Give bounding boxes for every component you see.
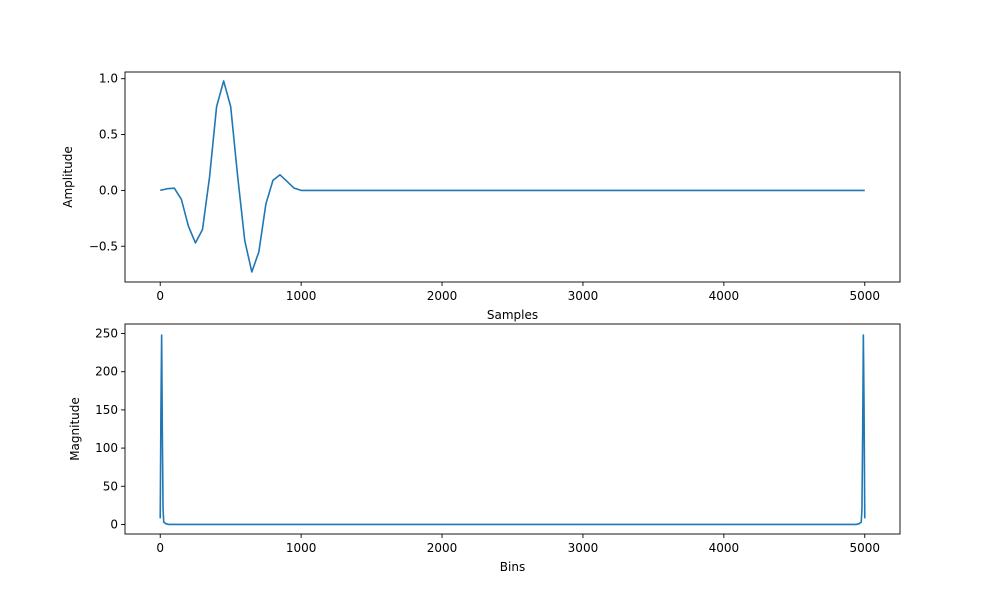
y-tick-label: 150 — [95, 403, 118, 417]
y-tick-label: 250 — [95, 327, 118, 341]
x-axis-label: Samples — [487, 308, 538, 322]
x-tick-label: 5000 — [849, 289, 880, 303]
x-tick-label: 4000 — [709, 289, 740, 303]
x-axis-label: Bins — [500, 560, 525, 574]
x-tick-label: 2000 — [427, 541, 458, 555]
y-tick-label: 50 — [103, 479, 118, 493]
y-tick-label: 0.5 — [99, 128, 118, 142]
y-axis-label: Amplitude — [61, 146, 75, 208]
series-line-1-0 — [159, 334, 866, 526]
y-tick-label: 0 — [110, 517, 118, 531]
x-tick-label: 4000 — [709, 541, 740, 555]
x-tick-label: 1000 — [286, 541, 317, 555]
y-tick-label: 1.0 — [99, 72, 118, 86]
y-tick-label: 200 — [95, 365, 118, 379]
y-tick-label: 0.0 — [99, 183, 118, 197]
axes-frame — [124, 323, 901, 535]
series-line-0-0 — [160, 80, 865, 273]
x-tick-label: 0 — [156, 541, 164, 555]
x-tick-label: 3000 — [568, 541, 599, 555]
x-tick-label: 2000 — [427, 289, 458, 303]
frequency-domain-plot: 0 1000 2000 3000 4000 5000 0 50 100 150 200 250 Bins… — [68, 323, 901, 574]
x-tick-label: 5000 — [849, 541, 880, 555]
y-tick-label: −0.5 — [89, 239, 118, 253]
x-tick-label: 3000 — [568, 289, 599, 303]
time-domain-plot: 0 1000 2000 3000 4000 5000 −0.5 0.0 0.5 1.0 Sample… — [61, 71, 901, 322]
x-tick-label: 0 — [156, 289, 164, 303]
axes-frame — [124, 71, 901, 283]
x-tick-label: 1000 — [286, 289, 317, 303]
y-tick-label: 100 — [95, 441, 118, 455]
y-axis-label: Magnitude — [68, 397, 82, 461]
